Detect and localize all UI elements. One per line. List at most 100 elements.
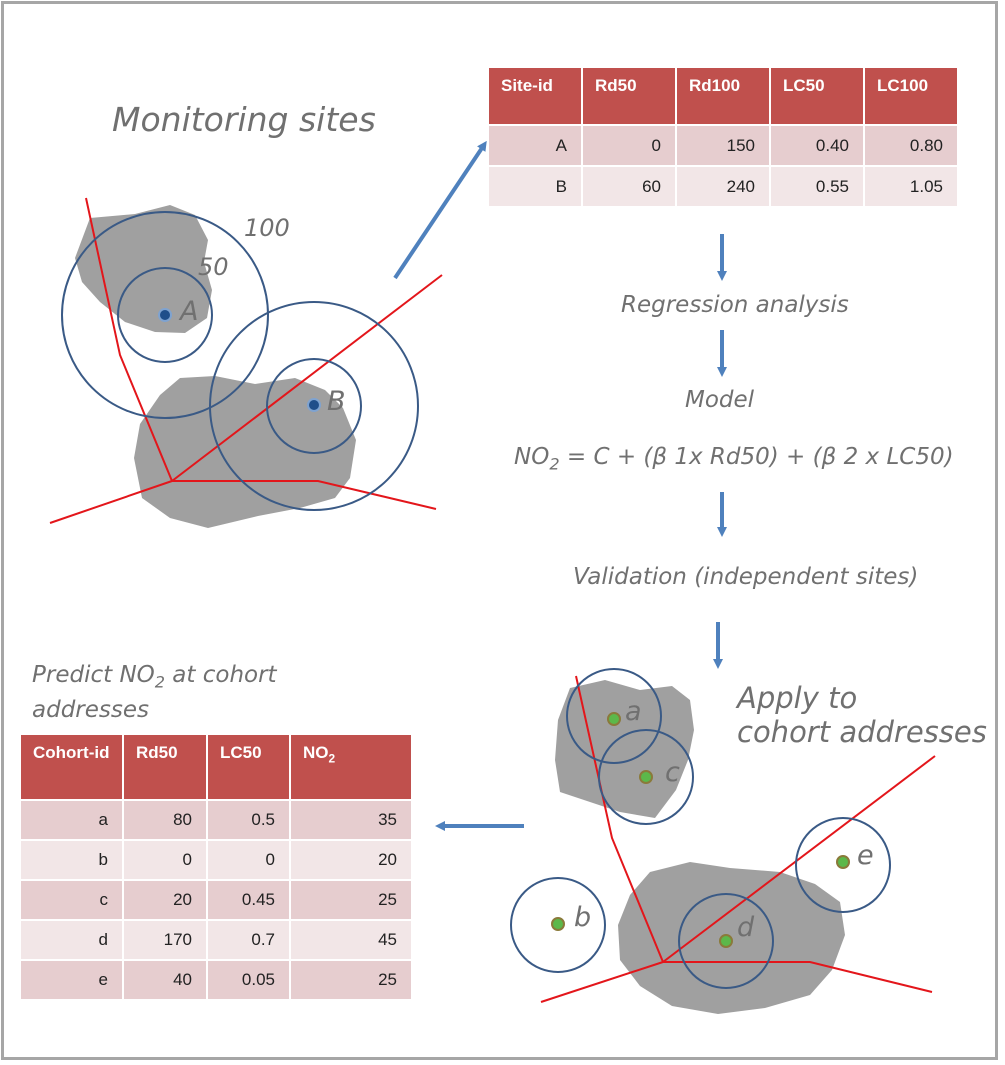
buffer-100-site-a xyxy=(61,211,269,419)
cell: 0.7 xyxy=(206,919,291,961)
cell: 80 xyxy=(122,799,208,841)
formula-lhs: NO xyxy=(514,444,550,470)
cell: 1.05 xyxy=(863,165,959,208)
cell: 60 xyxy=(581,165,677,208)
col-rd100: Rd100 xyxy=(675,66,771,126)
formula-sub: 2 xyxy=(549,454,560,474)
cell: A xyxy=(487,124,583,167)
buffer-50-site-a xyxy=(117,267,213,363)
col-lc50: LC50 xyxy=(769,66,865,126)
cell: 240 xyxy=(675,165,771,208)
step-validation: Validation (independent sites) xyxy=(573,564,919,590)
road-line-2 xyxy=(49,480,173,524)
apply-line-2: cohort addresses xyxy=(737,715,987,749)
cohort-buffer-b xyxy=(510,877,606,973)
cohort-road-3 xyxy=(662,755,936,963)
cohort-road-2 xyxy=(540,961,664,1003)
cohort-label-a: a xyxy=(625,696,642,727)
col-lc100: LC100 xyxy=(863,66,959,126)
model-formula: NO2 = C + (β 1x Rd50) + (β 2 x LC50) xyxy=(514,444,954,474)
cell: 25 xyxy=(289,959,413,1001)
cohort-buffer-a xyxy=(566,668,662,764)
cell: 0.45 xyxy=(206,879,291,921)
cell: 35 xyxy=(289,799,413,841)
table-row: b 0 0 20 xyxy=(19,839,413,881)
sites-table: Site-id Rd50 Rd100 LC50 LC100 A 0 150 0.… xyxy=(487,66,959,208)
cohort-point-e xyxy=(836,855,850,869)
cell: 0.40 xyxy=(769,124,865,167)
site-point-a xyxy=(158,308,172,322)
flow-arrows xyxy=(393,140,727,831)
col-site-id: Site-id xyxy=(487,66,583,126)
cohort-label-c: c xyxy=(665,757,680,788)
cohort-buffer-e xyxy=(795,817,891,913)
cohort-point-b xyxy=(551,917,565,931)
cell: 170 xyxy=(122,919,208,961)
cell: 0.5 xyxy=(206,799,291,841)
cell: 40 xyxy=(122,959,208,1001)
cohort-map xyxy=(510,668,936,1014)
buffer-100-site-b xyxy=(209,301,419,511)
cell: d xyxy=(19,919,124,961)
predict-post: at cohort xyxy=(165,662,277,688)
land-patch-bottom xyxy=(134,376,356,528)
predict-pre: Predict NO xyxy=(32,662,155,688)
cohort-buffer-d xyxy=(678,893,774,989)
cohort-road-4 xyxy=(663,961,933,993)
buffer-label-100: 100 xyxy=(244,214,290,242)
cohort-table-header: Cohort-id Rd50 LC50 NO2 xyxy=(19,733,413,801)
table-row: B 60 240 0.55 1.05 xyxy=(487,165,959,208)
cell: 0 xyxy=(206,839,291,881)
cohort-point-a xyxy=(607,712,621,726)
cell: 0 xyxy=(581,124,677,167)
apply-line-1: Apply to xyxy=(737,681,858,715)
cell: b xyxy=(19,839,124,881)
cohort-point-d xyxy=(719,934,733,948)
cohort-label-e: e xyxy=(857,840,874,871)
road-line-3 xyxy=(171,274,443,482)
cell: 20 xyxy=(122,879,208,921)
cell: c xyxy=(19,879,124,921)
col-cohort-id: Cohort-id xyxy=(19,733,124,801)
predict-line-2: addresses xyxy=(32,697,149,723)
cohort-road-1 xyxy=(575,675,664,963)
site-label-a: A xyxy=(180,296,199,327)
no2-label: NO xyxy=(303,743,329,762)
road-line-1 xyxy=(85,197,173,482)
formula-rhs: = C + (β 1x Rd50) + (β 2 x LC50) xyxy=(559,444,954,470)
col-rd50: Rd50 xyxy=(122,733,208,801)
cell: 25 xyxy=(289,879,413,921)
cohort-label-b: b xyxy=(574,902,592,933)
cohort-table: Cohort-id Rd50 LC50 NO2 a 80 0.5 35 b 0 … xyxy=(19,733,413,1001)
cohort-point-c xyxy=(639,770,653,784)
step-regression: Regression analysis xyxy=(621,292,849,318)
cell: 0.80 xyxy=(863,124,959,167)
buffer-50-site-b xyxy=(266,358,362,454)
col-no2: NO2 xyxy=(289,733,413,801)
arrow-map-to-table xyxy=(393,140,487,280)
cell: 0 xyxy=(122,839,208,881)
sites-table-header: Site-id Rd50 Rd100 LC50 LC100 xyxy=(487,66,959,126)
predict-line-1: Predict NO2 at cohort xyxy=(32,662,277,692)
buffer-label-50: 50 xyxy=(198,253,229,281)
table-row: d 170 0.7 45 xyxy=(19,919,413,961)
col-lc50: LC50 xyxy=(206,733,291,801)
cell: 45 xyxy=(289,919,413,961)
cell: e xyxy=(19,959,124,1001)
cell: 0.55 xyxy=(769,165,865,208)
site-point-b xyxy=(307,398,321,412)
step-model: Model xyxy=(685,387,755,413)
table-row: a 80 0.5 35 xyxy=(19,799,413,841)
land-patch-cohort-top xyxy=(555,680,694,818)
cell: a xyxy=(19,799,124,841)
cohort-buffer-c xyxy=(598,729,694,825)
cohort-label-d: d xyxy=(737,912,755,943)
cell: 0.05 xyxy=(206,959,291,1001)
monitoring-map xyxy=(49,197,443,528)
table-row: e 40 0.05 25 xyxy=(19,959,413,1001)
table-row: c 20 0.45 25 xyxy=(19,879,413,921)
table-row: A 0 150 0.40 0.80 xyxy=(487,124,959,167)
no2-sub: 2 xyxy=(328,751,336,766)
